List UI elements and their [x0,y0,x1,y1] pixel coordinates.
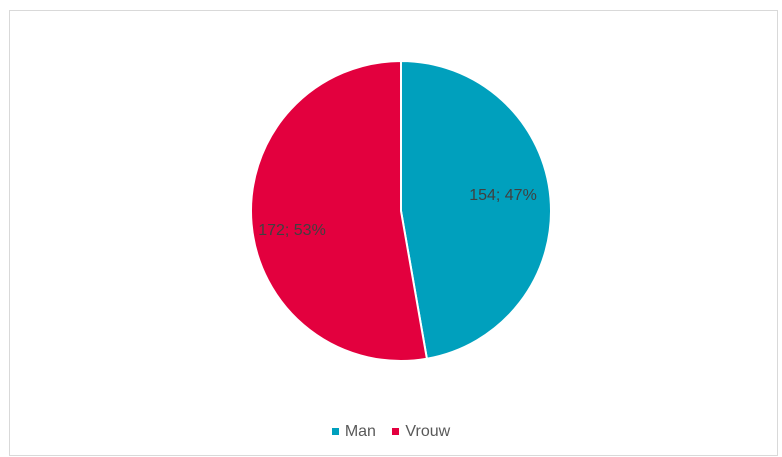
pie-labels: 154; 47% 172; 53% [258,187,537,239]
slice-label-vrouw: 172; 53% [258,222,326,239]
legend-label-vrouw: Vrouw [405,422,451,440]
pie-slice-man [400,59,552,360]
legend-label-man: Man [344,422,376,440]
legend-item-vrouw: Vrouw [392,422,450,442]
slice-label-man: 154; 47% [469,187,537,204]
pie-slice-vrouw [250,59,429,362]
legend-item-man: Man [331,422,376,442]
legend-swatch-man [331,428,339,435]
legend-swatch-vrouw [392,428,400,435]
legend: Man Vrouw [0,421,782,442]
pie-slices [250,59,552,362]
